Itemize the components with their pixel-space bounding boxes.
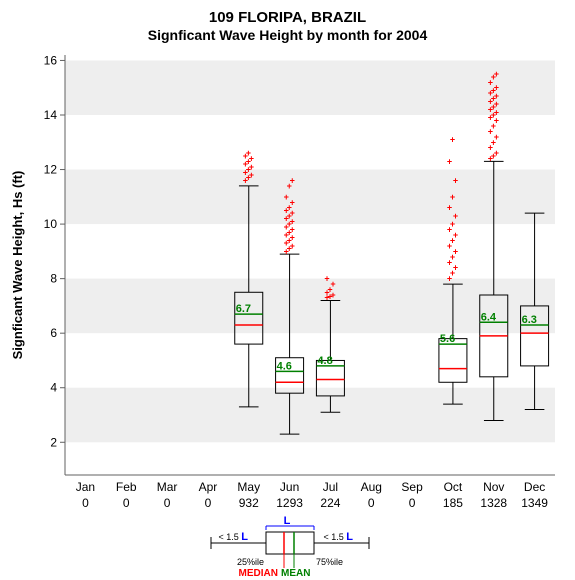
legend-median-label: MEDIAN bbox=[239, 568, 278, 579]
x-count-label: 932 bbox=[239, 496, 259, 510]
outlier-mark: + bbox=[450, 135, 455, 145]
x-month-label: Feb bbox=[116, 480, 137, 494]
legend-25pct: 25%ile bbox=[237, 557, 264, 567]
box bbox=[439, 339, 467, 383]
x-count-label: 1293 bbox=[276, 496, 303, 510]
y-axis-label: Signficant Wave Height, Hs (ft) bbox=[10, 171, 25, 360]
x-month-label: Oct bbox=[444, 480, 463, 494]
y-tick-label: 10 bbox=[44, 217, 58, 231]
outlier-mark: + bbox=[453, 263, 458, 273]
legend-box bbox=[266, 532, 314, 554]
legend-mean-label: MEAN bbox=[281, 568, 310, 579]
y-tick-label: 16 bbox=[44, 53, 58, 67]
chart-title-2: Signficant Wave Height by month for 2004 bbox=[148, 27, 428, 43]
x-month-label: Nov bbox=[483, 480, 504, 494]
outlier-mark: + bbox=[494, 148, 499, 158]
legend-L-label: L bbox=[284, 515, 291, 527]
outlier-mark: + bbox=[494, 69, 499, 79]
mean-label: 4.6 bbox=[277, 360, 292, 372]
mean-label: 5.6 bbox=[440, 333, 455, 345]
y-tick-label: 8 bbox=[50, 272, 57, 286]
x-count-label: 0 bbox=[164, 496, 171, 510]
outlier-mark: + bbox=[246, 148, 251, 158]
mean-label: 4.8 bbox=[317, 355, 332, 367]
outlier-mark: + bbox=[453, 175, 458, 185]
legend-lt15L-right: < 1.5 L bbox=[324, 531, 354, 543]
x-count-label: 0 bbox=[82, 496, 89, 510]
outlier-mark: + bbox=[447, 203, 452, 213]
boxplot-chart: 2 4 6 8 10 12 14 16 Jan 0 Feb 0 Mar 0 Apr 0 May 932 Jun 129… bbox=[0, 0, 575, 580]
grid-band bbox=[65, 170, 555, 225]
y-tick-label: 2 bbox=[50, 435, 57, 449]
outlier-mark: + bbox=[453, 246, 458, 256]
outlier-mark: + bbox=[453, 230, 458, 240]
x-count-label: 0 bbox=[123, 496, 130, 510]
grid-band bbox=[65, 279, 555, 334]
outlier-mark: + bbox=[494, 132, 499, 142]
x-count-label: 0 bbox=[368, 496, 375, 510]
outlier-mark: + bbox=[494, 83, 499, 93]
x-count-label: 185 bbox=[443, 496, 463, 510]
mean-label: 6.4 bbox=[481, 311, 497, 323]
outlier-mark: + bbox=[324, 274, 329, 284]
outlier-mark: + bbox=[447, 156, 452, 166]
x-month-label: Mar bbox=[157, 480, 178, 494]
outlier-mark: + bbox=[290, 175, 295, 185]
outlier-mark: + bbox=[450, 192, 455, 202]
grid-band bbox=[65, 388, 555, 443]
x-month-label: Aug bbox=[361, 480, 382, 494]
x-count-label: 224 bbox=[320, 496, 340, 510]
y-tick-label: 14 bbox=[44, 108, 58, 122]
x-month-label: Dec bbox=[524, 480, 545, 494]
outlier-mark: + bbox=[330, 279, 335, 289]
x-count-label: 1349 bbox=[521, 496, 548, 510]
x-count-label: 0 bbox=[205, 496, 212, 510]
outlier-mark: + bbox=[453, 211, 458, 221]
x-month-label: Apr bbox=[199, 480, 218, 494]
x-count-label: 0 bbox=[409, 496, 416, 510]
mean-label: 6.3 bbox=[522, 314, 537, 326]
x-month-label: Sep bbox=[401, 480, 423, 494]
y-tick-label: 12 bbox=[44, 163, 58, 177]
outlier-mark: + bbox=[290, 197, 295, 207]
x-month-label: May bbox=[237, 480, 260, 494]
legend-lt15L-left: < 1.5 L bbox=[219, 531, 249, 543]
chart-title-1: 109 FLORIPA, BRAZIL bbox=[209, 9, 366, 26]
y-tick-label: 4 bbox=[50, 381, 57, 395]
x-month-label: Jan bbox=[76, 480, 95, 494]
outlier-mark: + bbox=[284, 192, 289, 202]
mean-label: 6.7 bbox=[236, 303, 251, 315]
legend-75pct: 75%ile bbox=[316, 557, 343, 567]
y-tick-label: 6 bbox=[50, 326, 57, 340]
x-count-label: 1328 bbox=[480, 496, 507, 510]
grid-band bbox=[65, 60, 555, 115]
x-month-label: Jun bbox=[280, 480, 299, 494]
x-month-label: Jul bbox=[323, 480, 338, 494]
